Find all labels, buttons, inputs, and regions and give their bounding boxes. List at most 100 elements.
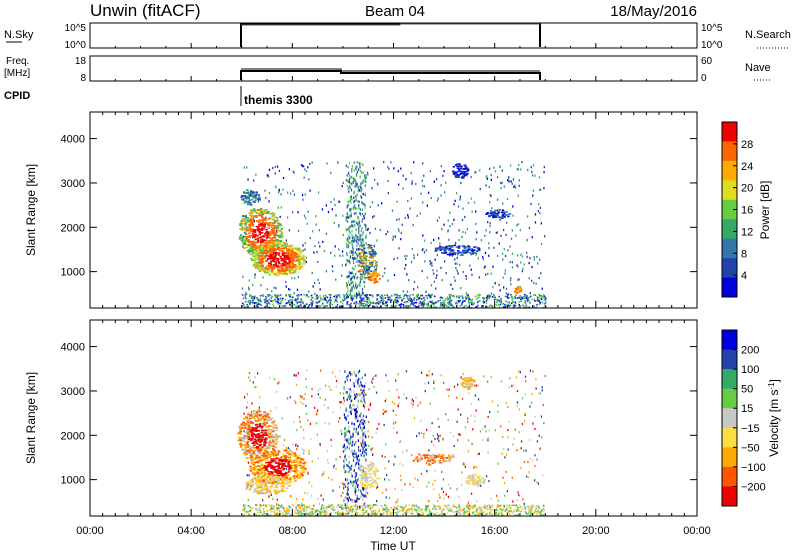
scatter-cell (513, 305, 515, 308)
scatter-cell (245, 236, 248, 238)
scatter-cell (463, 249, 466, 251)
scatter-cell (379, 301, 381, 304)
scatter-cell (474, 514, 477, 516)
scatter-cell (542, 504, 545, 507)
scatter-cell (271, 249, 274, 252)
scatter-cell (396, 200, 398, 203)
scatter-cell (270, 300, 272, 302)
scatter-cell (412, 304, 415, 307)
scatter-cell (289, 304, 291, 306)
scatter-cell (273, 241, 277, 244)
scatter-cell (302, 498, 304, 501)
scatter-cell (508, 176, 510, 179)
scatter-cell (486, 175, 488, 178)
scatter-cell (419, 401, 421, 404)
scatter-cell (475, 306, 478, 308)
scatter-cell (427, 301, 430, 304)
scatter-cell (268, 495, 271, 498)
scatter-cell (376, 182, 379, 185)
scatter-cell (515, 289, 518, 292)
scatter-cell (467, 297, 470, 300)
scatter-cell (258, 258, 262, 260)
scatter-cell (359, 269, 362, 271)
scatter-cell (277, 234, 280, 237)
scatter-cell (288, 247, 291, 249)
scatter-cell (293, 193, 296, 196)
scatter-cell (539, 301, 541, 304)
scatter-cell (511, 261, 513, 264)
scatter-cell (274, 260, 277, 263)
scatter-cell (452, 454, 454, 457)
scatter-cell (413, 297, 416, 299)
scatter-cell (245, 487, 248, 490)
scatter-cell (338, 200, 340, 203)
scatter-cell (358, 234, 360, 237)
scatter-cell (259, 300, 261, 302)
scatter-cell (303, 165, 305, 168)
scatter-cell (463, 305, 466, 307)
scatter-cell (374, 504, 377, 506)
scatter-cell (266, 265, 269, 268)
scatter-cell (363, 391, 365, 394)
scatter-cell (283, 305, 286, 307)
scatter-cell (285, 242, 288, 245)
scatter-cell (311, 271, 313, 274)
scatter-cell (332, 466, 335, 469)
scatter-cell (348, 274, 350, 278)
scatter-cell (376, 487, 378, 490)
scatter-cell (433, 272, 435, 275)
scatter-cell (421, 514, 424, 516)
scatter-cell (451, 245, 454, 248)
scatter-cell (289, 244, 292, 247)
scatter-cell (470, 253, 472, 256)
scatter-cell (334, 375, 336, 378)
scatter-cell (391, 400, 394, 404)
scatter-cell (387, 380, 389, 383)
scatter-cell (337, 420, 340, 423)
scatter-cell (370, 450, 372, 453)
scatter-cell (249, 203, 252, 205)
scatter-cell (381, 491, 384, 494)
scatter-cell (333, 198, 335, 201)
scatter-cell (505, 292, 507, 295)
scatter-cell (418, 509, 421, 512)
scatter-cell (271, 295, 273, 298)
scatter-cell (272, 271, 275, 274)
scatter-cell (345, 282, 348, 285)
scatter-cell (431, 440, 433, 443)
scatter-cell (375, 263, 378, 266)
nsky-right-tick-bottom: 10^0 (701, 40, 723, 51)
scatter-cell (420, 419, 422, 422)
scatter-cell (484, 514, 487, 516)
scatter-cell (300, 306, 303, 309)
scatter-cell (247, 178, 249, 181)
scatter-cell (420, 298, 423, 300)
scatter-cell (359, 273, 363, 276)
scatter-cell (342, 511, 344, 514)
scatter-cell (268, 175, 270, 178)
scatter-cell (430, 304, 432, 306)
scatter-cell (307, 210, 309, 213)
scatter-cell (279, 236, 282, 239)
scatter-cell (355, 197, 357, 201)
scatter-cell (399, 440, 401, 443)
scatter-cell (360, 241, 362, 244)
scatter-cell (399, 506, 402, 508)
scatter-cell (260, 256, 263, 259)
scatter-cell (497, 304, 500, 306)
scatter-cell (276, 390, 278, 393)
scatter-cell (428, 513, 431, 515)
scatter-cell (246, 189, 249, 191)
scatter-cell (361, 201, 363, 204)
scatter-cell (317, 260, 319, 263)
scatter-cell (355, 234, 357, 238)
scatter-cell (528, 507, 531, 509)
scatter-cell (411, 182, 413, 185)
scatter-cell (504, 306, 506, 309)
scatter-cell (387, 279, 389, 282)
scatter-cell (482, 256, 484, 259)
scatter-cell (272, 300, 275, 302)
scatter-cell (360, 181, 362, 185)
scatter-cell (365, 303, 367, 306)
scatter-cell (260, 214, 263, 216)
